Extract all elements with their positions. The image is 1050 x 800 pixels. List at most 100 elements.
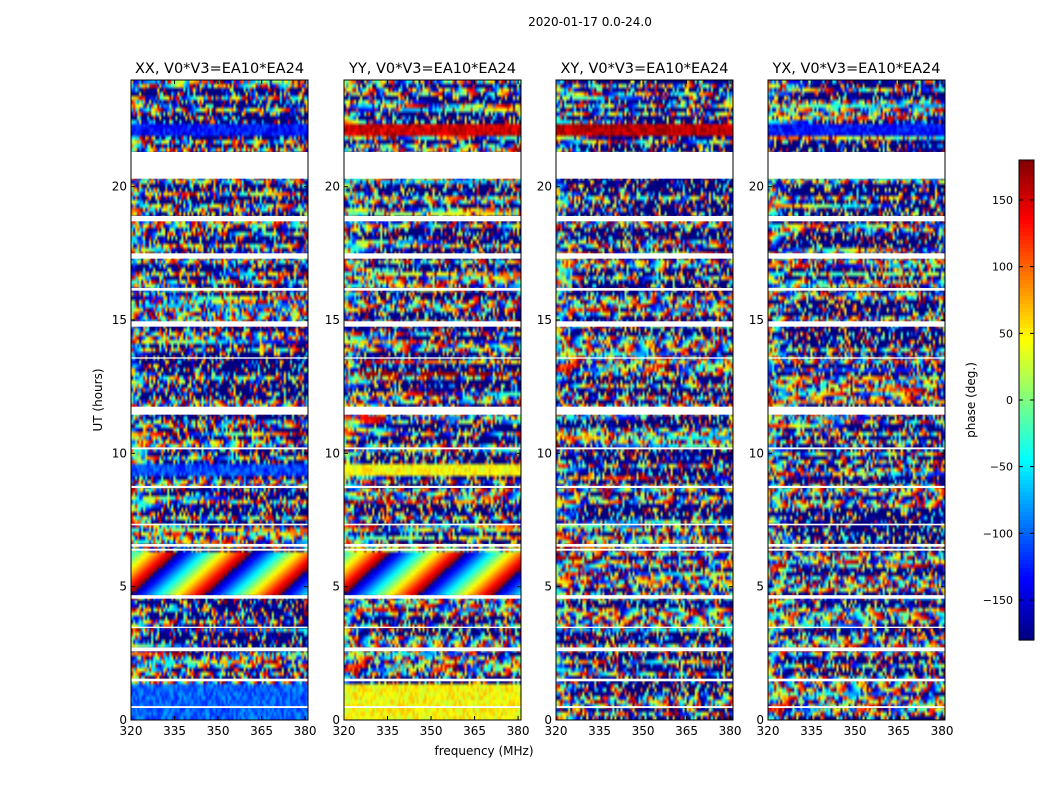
colorbar-label: phase (deg.) — [964, 362, 978, 438]
data-gap — [768, 647, 945, 652]
colorbar-segment — [1019, 460, 1034, 465]
colorbar-segment — [1019, 212, 1034, 217]
colorbar-segment — [1019, 324, 1034, 329]
x-tick-label: 320 — [333, 724, 356, 738]
colorbar-segment — [1019, 404, 1034, 409]
data-gap — [131, 548, 308, 551]
colorbar-segment — [1019, 420, 1034, 425]
colorbar-segment — [1019, 520, 1034, 525]
data-gap — [556, 321, 733, 327]
data-gap — [131, 321, 308, 327]
colorbar-segment — [1019, 200, 1034, 205]
colorbar-segment — [1019, 252, 1034, 257]
colorbar-segment — [1019, 528, 1034, 533]
colorbar-segment — [1019, 596, 1034, 601]
colorbar-segment — [1019, 632, 1034, 637]
y-tick-label: 0 — [119, 713, 127, 727]
y-tick-label: 20 — [325, 180, 340, 194]
data-gap — [556, 253, 733, 259]
colorbar-segment — [1019, 524, 1034, 529]
x-tick-label: 335 — [588, 724, 611, 738]
data-gap — [344, 595, 521, 599]
colorbar-segment — [1019, 612, 1034, 617]
y-tick-label: 0 — [332, 713, 340, 727]
colorbar-segment — [1019, 224, 1034, 229]
colorbar-segment — [1019, 392, 1034, 397]
data-gap — [768, 216, 945, 222]
colorbar-segment — [1019, 560, 1034, 565]
x-tick-label: 380 — [719, 724, 742, 738]
colorbar-segment — [1019, 176, 1034, 181]
data-gap — [556, 647, 733, 652]
colorbar-segment — [1019, 384, 1034, 389]
data-gap — [768, 406, 945, 415]
colorbar-segment — [1019, 508, 1034, 513]
x-tick-label: 335 — [163, 724, 186, 738]
colorbar-tick-label: −150 — [983, 594, 1013, 607]
y-tick-label: 5 — [332, 580, 340, 594]
data-gap — [556, 706, 733, 708]
colorbar-segment — [1019, 476, 1034, 481]
data-gap — [556, 485, 733, 488]
colorbar-segment — [1019, 468, 1034, 473]
colorbar-segment — [1019, 340, 1034, 345]
data-gap — [768, 595, 945, 599]
colorbar-segment — [1019, 276, 1034, 281]
x-tick-label: 320 — [120, 724, 143, 738]
x-tick-label: 320 — [545, 724, 568, 738]
x-tick-label: 380 — [931, 724, 954, 738]
data-gap — [131, 357, 308, 359]
colorbar-segment — [1019, 440, 1034, 445]
data-gap — [131, 595, 308, 599]
colorbar-segment — [1019, 188, 1034, 193]
colorbar-segment — [1019, 592, 1034, 597]
x-tick-label: 335 — [800, 724, 823, 738]
colorbar-tick-label: 150 — [992, 194, 1013, 207]
data-gap — [768, 485, 945, 488]
colorbar-segment — [1019, 348, 1034, 353]
data-gap — [344, 626, 521, 628]
colorbar-segment — [1019, 536, 1034, 541]
colorbar-segment — [1019, 216, 1034, 221]
colorbar-segment — [1019, 588, 1034, 593]
colorbar-segment — [1019, 616, 1034, 621]
colorbar-segment — [1019, 484, 1034, 489]
data-gap — [344, 706, 521, 708]
colorbar-segment — [1019, 228, 1034, 233]
colorbar-segment — [1019, 244, 1034, 249]
colorbar-segment — [1019, 260, 1034, 265]
colorbar-segment — [1019, 464, 1034, 469]
data-gap — [768, 548, 945, 551]
y-axis-label: UT (hours) — [91, 368, 105, 431]
x-tick-label: 365 — [250, 724, 273, 738]
colorbar-segment — [1019, 352, 1034, 357]
colorbar-segment — [1019, 240, 1034, 245]
heatmap-image — [344, 80, 521, 720]
colorbar-tick-label: −50 — [990, 461, 1013, 474]
data-gap — [344, 447, 521, 450]
panel-frame — [130, 79, 309, 721]
colorbar-segment — [1019, 172, 1034, 177]
colorbar-tick-label: −100 — [983, 527, 1013, 540]
colorbar-segment — [1019, 308, 1034, 313]
data-gap — [131, 447, 308, 450]
y-tick-label: 0 — [544, 713, 552, 727]
colorbar-segment — [1019, 208, 1034, 213]
y-tick-label: 15 — [112, 313, 127, 327]
data-gap — [556, 406, 733, 415]
colorbar-segment — [1019, 232, 1034, 237]
colorbar-segment — [1019, 284, 1034, 289]
colorbar-segment — [1019, 388, 1034, 393]
y-tick-label: 20 — [749, 180, 764, 194]
y-tick-label: 20 — [112, 180, 127, 194]
panel-xx: XX, V0*V3=EA10*EA24 320 335 350 365 380 0 5 10 15… — [112, 61, 317, 738]
heatmap-image — [131, 80, 308, 720]
data-gap — [131, 216, 308, 222]
data-gap — [768, 678, 945, 682]
colorbar-segment — [1019, 184, 1034, 189]
y-tick-label: 20 — [537, 180, 552, 194]
x-tick-label: 365 — [675, 724, 698, 738]
colorbar-segment — [1019, 180, 1034, 185]
data-gap — [344, 288, 521, 291]
